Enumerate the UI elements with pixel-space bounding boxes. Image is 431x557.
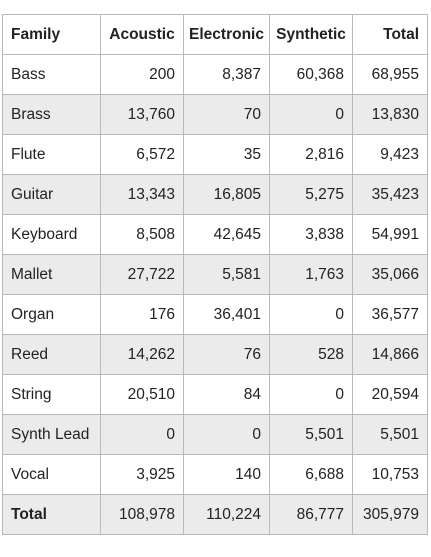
column-header-acoustic: Acoustic [100,14,184,55]
cell-synthetic: 5,275 [269,174,353,215]
cell-family: Organ [2,294,101,335]
table-row: Mallet 27,722 5,581 1,763 35,066 [2,254,428,295]
cell-total: 35,423 [352,174,428,215]
total-cell-total: 305,979 [352,494,428,535]
header-row: Family Acoustic Electronic Synthetic Total [2,14,428,55]
cell-total: 10,753 [352,454,428,495]
cell-family: Vocal [2,454,101,495]
cell-electronic: 42,645 [183,214,270,255]
cell-acoustic: 27,722 [100,254,184,295]
cell-acoustic: 14,262 [100,334,184,375]
cell-electronic: 140 [183,454,270,495]
table-container: Family Acoustic Electronic Synthetic Total Ba… [2,14,428,535]
table-row: Reed 14,262 76 528 14,866 [2,334,428,375]
cell-family: String [2,374,101,415]
cell-total: 36,577 [352,294,428,335]
cell-synthetic: 0 [269,94,353,135]
table-body: Family Acoustic Electronic Synthetic Total Ba… [2,14,428,535]
cell-electronic: 16,805 [183,174,270,215]
cell-acoustic: 13,343 [100,174,184,215]
cell-electronic: 0 [183,414,270,455]
cell-synthetic: 0 [269,374,353,415]
cell-family: Mallet [2,254,101,295]
cell-synthetic: 528 [269,334,353,375]
cell-electronic: 8,387 [183,54,270,95]
cell-total: 54,991 [352,214,428,255]
cell-acoustic: 200 [100,54,184,95]
table-row: Bass 200 8,387 60,368 68,955 [2,54,428,95]
table-row: String 20,510 84 0 20,594 [2,374,428,415]
total-row: Total 108,978 110,224 86,777 305,979 [2,494,428,535]
column-header-family: Family [2,14,101,55]
total-cell-acoustic: 108,978 [100,494,184,535]
cell-family: Keyboard [2,214,101,255]
cell-total: 68,955 [352,54,428,95]
cell-electronic: 5,581 [183,254,270,295]
cell-electronic: 36,401 [183,294,270,335]
cell-electronic: 76 [183,334,270,375]
cell-synthetic: 2,816 [269,134,353,175]
cell-synthetic: 6,688 [269,454,353,495]
column-header-electronic: Electronic [183,14,270,55]
cell-synthetic: 5,501 [269,414,353,455]
cell-acoustic: 20,510 [100,374,184,415]
cell-synthetic: 3,838 [269,214,353,255]
cell-synthetic: 0 [269,294,353,335]
cell-family: Bass [2,54,101,95]
total-cell-synthetic: 86,777 [269,494,353,535]
table-row: Organ 176 36,401 0 36,577 [2,294,428,335]
column-header-synthetic: Synthetic [269,14,353,55]
cell-acoustic: 8,508 [100,214,184,255]
cell-synthetic: 60,368 [269,54,353,95]
cell-family: Brass [2,94,101,135]
cell-total: 5,501 [352,414,428,455]
cell-family: Synth Lead [2,414,101,455]
total-cell-electronic: 110,224 [183,494,270,535]
cell-family: Reed [2,334,101,375]
table-row: Vocal 3,925 140 6,688 10,753 [2,454,428,495]
cell-total: 13,830 [352,94,428,135]
cell-acoustic: 0 [100,414,184,455]
cell-electronic: 70 [183,94,270,135]
cell-electronic: 35 [183,134,270,175]
cell-family: Flute [2,134,101,175]
cell-acoustic: 6,572 [100,134,184,175]
cell-acoustic: 176 [100,294,184,335]
cell-family: Guitar [2,174,101,215]
table-row: Guitar 13,343 16,805 5,275 35,423 [2,174,428,215]
cell-total: 9,423 [352,134,428,175]
cell-total: 20,594 [352,374,428,415]
cell-electronic: 84 [183,374,270,415]
cell-acoustic: 13,760 [100,94,184,135]
instrument-family-table: Family Acoustic Electronic Synthetic Total Ba… [2,14,428,535]
cell-total: 14,866 [352,334,428,375]
cell-synthetic: 1,763 [269,254,353,295]
table-row: Brass 13,760 70 0 13,830 [2,94,428,135]
total-cell-family: Total [2,494,101,535]
cell-acoustic: 3,925 [100,454,184,495]
column-header-total: Total [352,14,428,55]
table-row: Flute 6,572 35 2,816 9,423 [2,134,428,175]
cell-total: 35,066 [352,254,428,295]
table-row: Synth Lead 0 0 5,501 5,501 [2,414,428,455]
table-row: Keyboard 8,508 42,645 3,838 54,991 [2,214,428,255]
